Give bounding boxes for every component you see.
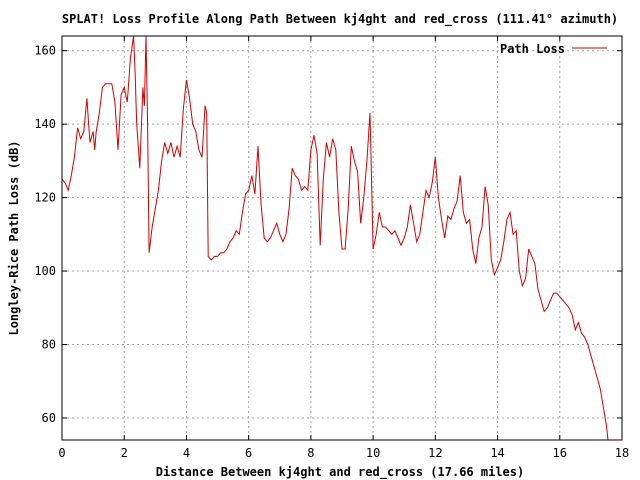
x-tick-label: 8 — [307, 446, 314, 460]
x-tick-label: 10 — [366, 446, 380, 460]
y-axis-ticks: 60 80 100 120 140 160 — [34, 44, 622, 425]
x-tick-label: 14 — [490, 446, 504, 460]
y-tick-label: 80 — [42, 338, 56, 352]
x-tick-label: 0 — [58, 446, 65, 460]
x-axis-label: Distance Between kj4ght and red_cross (1… — [156, 465, 524, 480]
path-loss-line — [61, 35, 609, 441]
plot-frame — [61, 35, 623, 441]
x-tick-label: 12 — [428, 446, 442, 460]
x-axis-ticks: 0 2 4 6 8 10 12 14 16 18 — [58, 36, 629, 460]
x-tick-label: 6 — [245, 446, 252, 460]
y-tick-label: 60 — [42, 411, 56, 425]
y-tick-label: 160 — [34, 44, 56, 58]
x-tick-label: 18 — [615, 446, 629, 460]
chart-title: SPLAT! Loss Profile Along Path Between k… — [62, 12, 618, 27]
x-tick-label: 2 — [121, 446, 128, 460]
y-axis-label: Longley-Rice Path Loss (dB) — [7, 140, 21, 335]
y-tick-label: 100 — [34, 264, 56, 278]
y-tick-label: 140 — [34, 117, 56, 131]
y-tick-label: 120 — [34, 191, 56, 205]
legend-label: Path Loss — [500, 42, 565, 56]
x-tick-label: 4 — [183, 446, 190, 460]
x-tick-label: 16 — [553, 446, 567, 460]
